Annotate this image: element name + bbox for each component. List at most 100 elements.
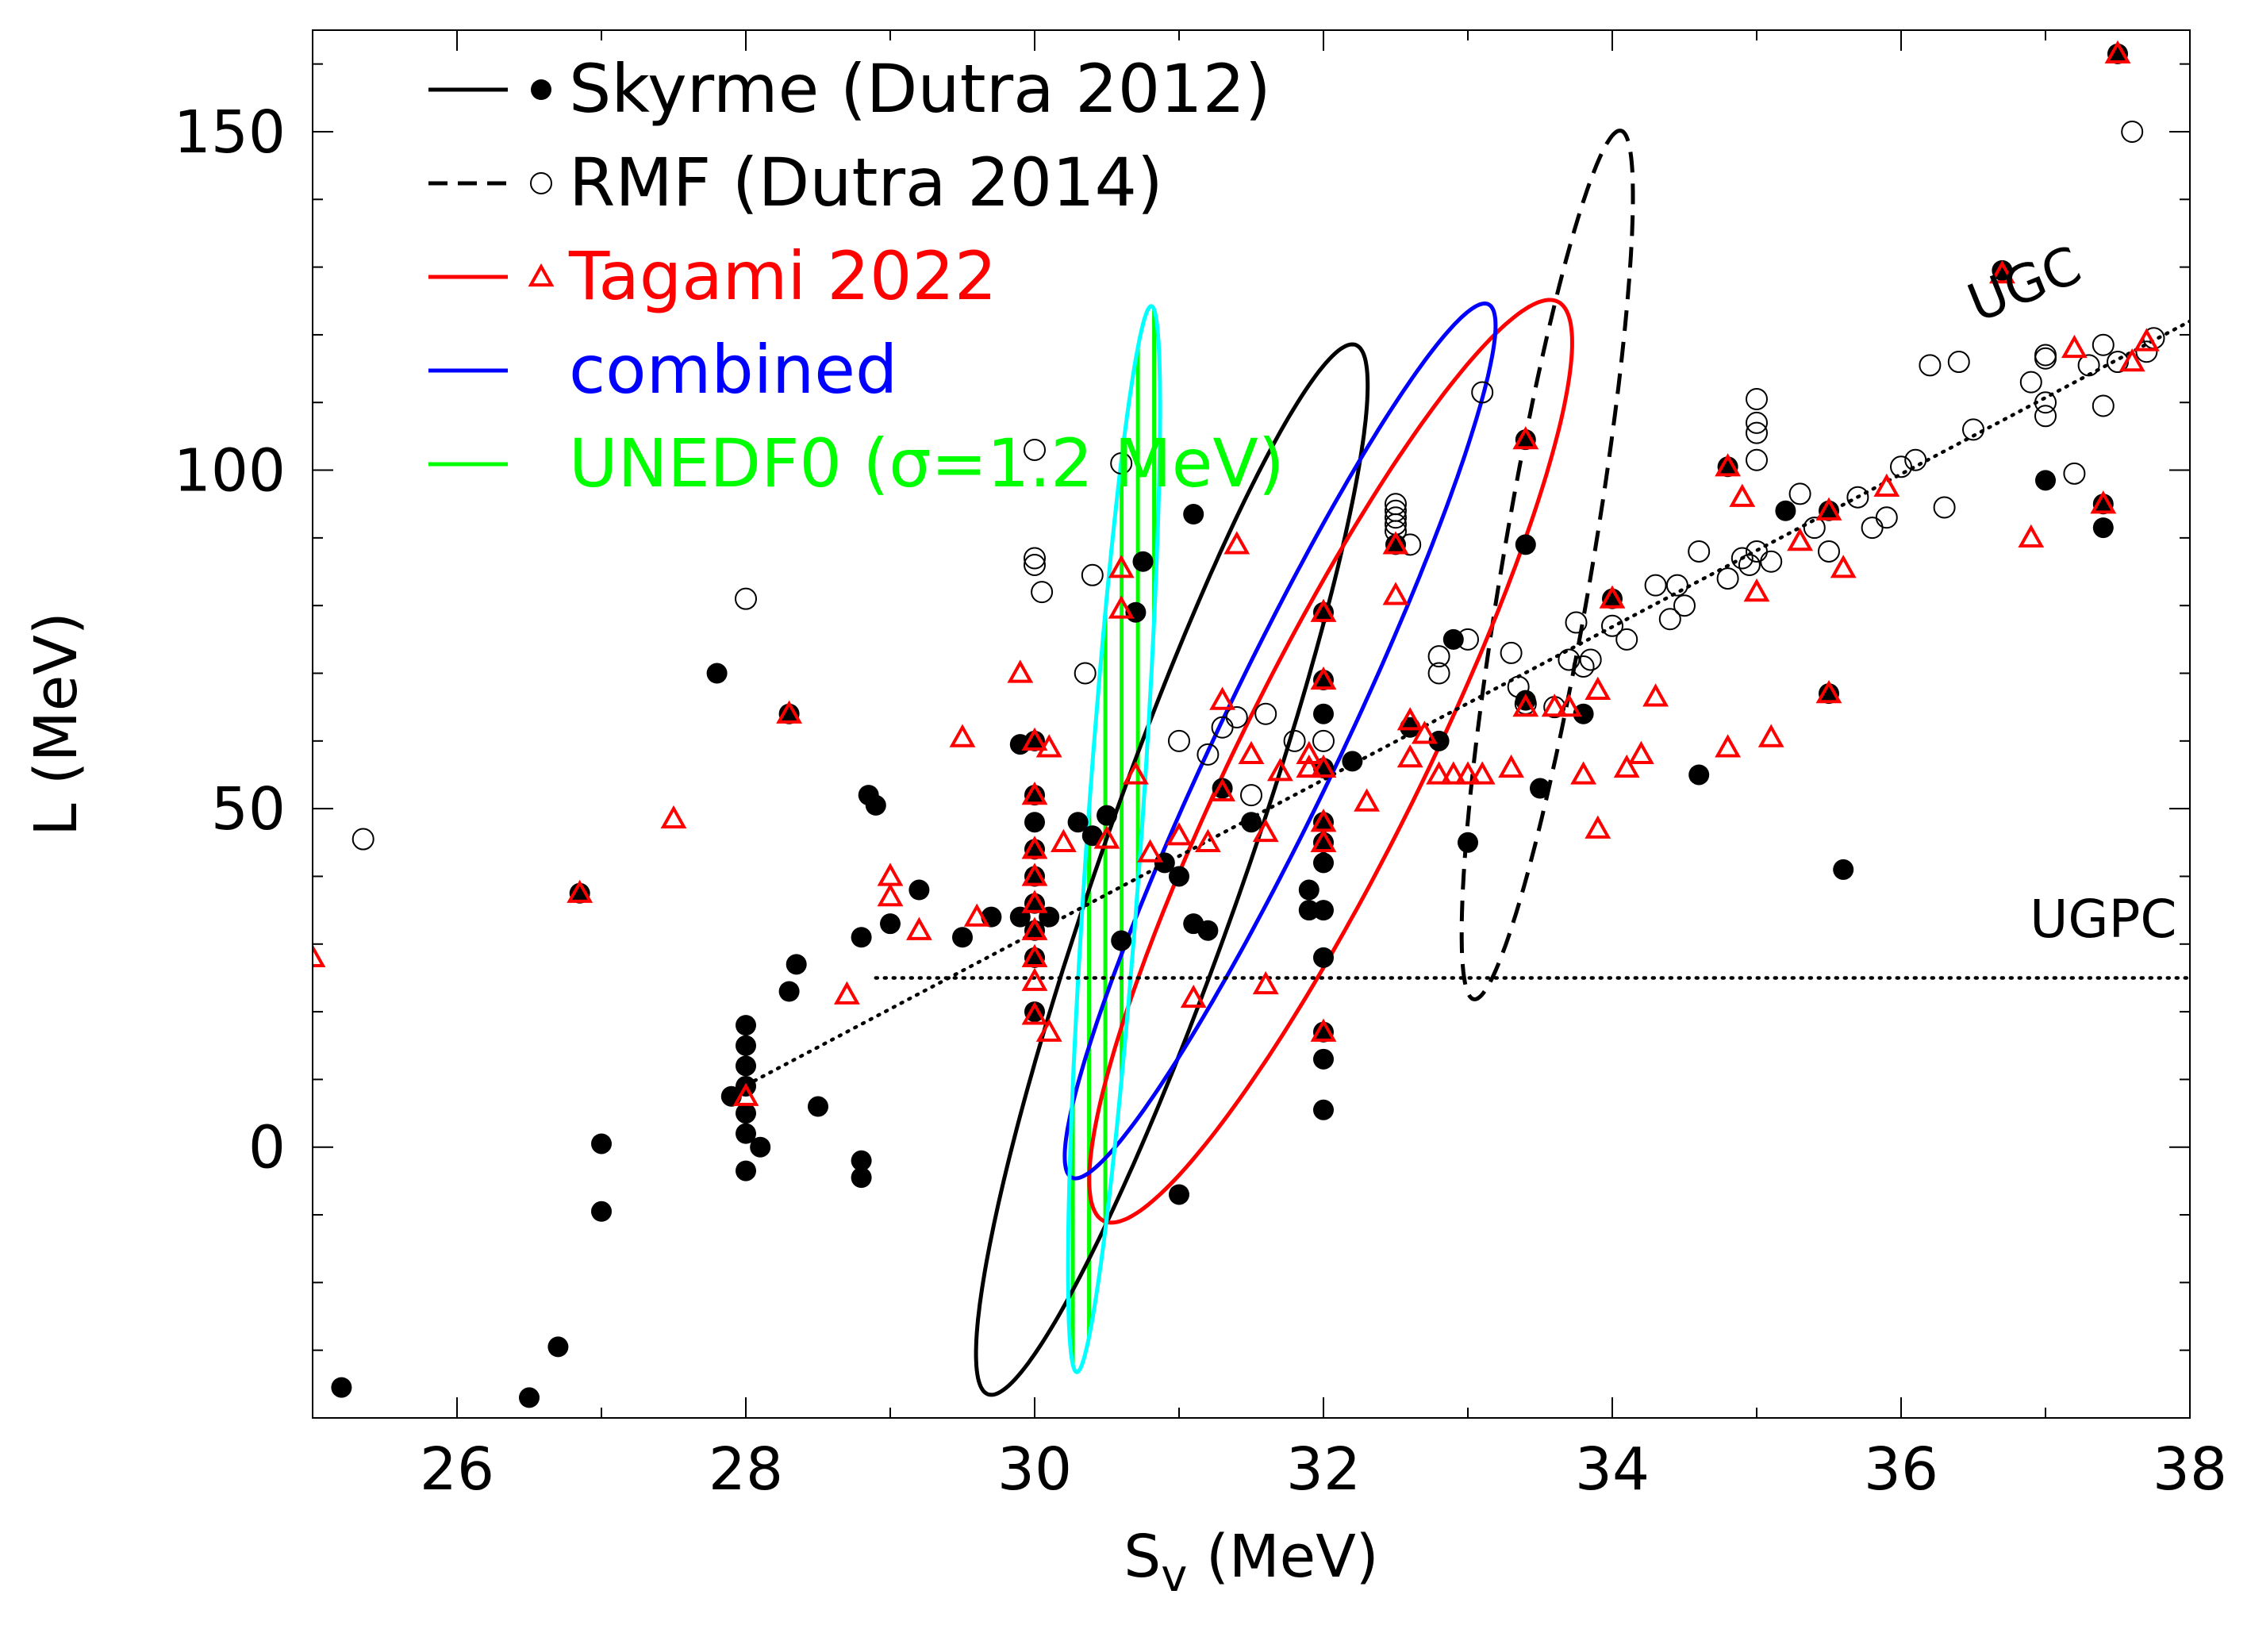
data-points	[313, 40, 2165, 1408]
x-tick-label: 32	[1286, 1435, 1361, 1504]
tagami-point	[1715, 453, 1742, 477]
rmf-point	[1746, 421, 1768, 444]
rmf-point	[1457, 628, 1479, 651]
ellipse-unedf0	[1066, 304, 1162, 1374]
tagami-point	[1396, 707, 1423, 731]
skyrme-point	[1833, 859, 1854, 880]
x-tick-label: 36	[1864, 1435, 1938, 1504]
skyrme-point	[1039, 906, 1060, 928]
tagami-point	[1512, 426, 1539, 450]
tagami-point	[1021, 916, 1048, 940]
tagami-point	[1354, 788, 1381, 812]
skyrme-point	[1313, 947, 1334, 968]
legend-entry[interactable]: combined	[428, 331, 897, 409]
skyrme-point	[1024, 785, 1045, 806]
skyrme-point	[1024, 812, 1045, 833]
legend-entry[interactable]: UNEDF0 (σ=1.2 MeV)	[428, 425, 1285, 502]
skyrme-point	[519, 1387, 540, 1408]
tagami-point	[1238, 740, 1265, 765]
y-tick-label: 100	[174, 437, 286, 505]
skyrme-point	[1515, 534, 1536, 555]
skyrme-point	[1573, 703, 1594, 724]
skyrme-point	[2107, 43, 2128, 64]
rmf-point	[2034, 344, 2057, 367]
tagami-point	[1093, 825, 1120, 849]
skyrme-point	[2092, 517, 2114, 539]
tagami-point	[1715, 734, 1742, 758]
rmf-point	[1225, 705, 1248, 728]
skyrme-point	[1313, 1099, 1334, 1120]
tagami-point	[1830, 555, 1857, 578]
tagami-point	[1541, 693, 1568, 717]
rmf-point	[1601, 614, 1623, 637]
rmf-point	[1890, 455, 1912, 478]
tagami-point	[1440, 761, 1467, 785]
skyrme-point	[1313, 900, 1334, 921]
legend-entry[interactable]: Tagami 2022	[428, 237, 997, 315]
y-tick-label: 150	[174, 98, 286, 167]
x-axis-label-main: S	[1124, 1523, 1161, 1591]
rmf-point	[1731, 547, 1754, 570]
skyrme-point	[1024, 920, 1045, 941]
rmf-point	[1254, 702, 1277, 725]
rmf-point	[2121, 120, 2144, 143]
tagami-point	[1021, 836, 1048, 859]
skyrme-point	[1024, 893, 1045, 914]
rmf-point	[1947, 351, 1970, 374]
tagami-point	[1512, 693, 1539, 717]
tagami-point	[1021, 943, 1048, 967]
axis-tick-labels: 26 28 30 32 34 36 38 0 50 100 150	[174, 98, 2227, 1504]
skyrme-point	[1428, 730, 1450, 751]
skyrme-point	[1313, 1048, 1334, 1070]
legend-entry[interactable]: RMF (Dutra 2014)	[428, 144, 1163, 221]
plot-frame	[312, 29, 2191, 1419]
rmf-point	[1673, 594, 1696, 617]
x-tick-label: 38	[2153, 1435, 2227, 1504]
tagami-point	[1873, 473, 1900, 498]
tagami-point	[1021, 967, 1048, 991]
rmf-point	[1385, 506, 1407, 529]
rmf-point	[1197, 743, 1220, 766]
tagami-point	[1815, 497, 1842, 521]
skyrme-point	[591, 1201, 612, 1222]
rmf-point	[2077, 354, 2100, 377]
rmf-point	[1074, 662, 1097, 685]
y-axis-label: L (MeV)	[22, 612, 90, 836]
legend-entry[interactable]: Skyrme (Dutra 2012)	[428, 50, 1271, 128]
skyrme-point	[1313, 852, 1334, 874]
tagami-point	[1296, 754, 1323, 778]
rmf-point	[1818, 540, 1840, 563]
legend-marker	[530, 172, 552, 194]
tagami-point	[949, 724, 976, 747]
legend-label: UNEDF0 (σ=1.2 MeV)	[569, 425, 1285, 502]
skyrme-point	[1313, 812, 1334, 833]
skyrme-point	[851, 927, 872, 948]
rmf-point	[1500, 641, 1523, 664]
rmf-point	[1962, 418, 1984, 441]
rmf-point	[2034, 405, 2057, 428]
tagami-point	[1223, 531, 1250, 555]
tagami-point	[1137, 839, 1164, 862]
ellipse-rmf	[1459, 129, 1635, 1001]
plot-area	[313, 40, 2190, 1408]
tagami-point	[1454, 761, 1481, 785]
tagami-point	[1988, 260, 2015, 284]
rmf-point	[2063, 462, 2086, 485]
rmf-point	[1688, 540, 1711, 563]
skyrme-point	[2035, 470, 2056, 491]
ellipse-combined	[1062, 301, 1498, 1181]
skyrme-point	[778, 981, 800, 1002]
legend[interactable]: Skyrme (Dutra 2012) RMF (Dutra 2014) Tagam…	[428, 50, 1285, 502]
rmf-point	[1746, 411, 1768, 434]
skyrme-point	[1688, 764, 1710, 786]
tagami-point	[877, 862, 904, 886]
rmf-point	[1738, 554, 1761, 577]
skyrme-point	[547, 1336, 569, 1358]
skyrme-point	[1132, 551, 1154, 572]
rmf-point	[2135, 340, 2158, 363]
rmf-point	[735, 587, 757, 610]
skyrme-point	[736, 1160, 756, 1181]
tagami-point	[1021, 889, 1048, 913]
rmf-point	[1427, 645, 1450, 668]
